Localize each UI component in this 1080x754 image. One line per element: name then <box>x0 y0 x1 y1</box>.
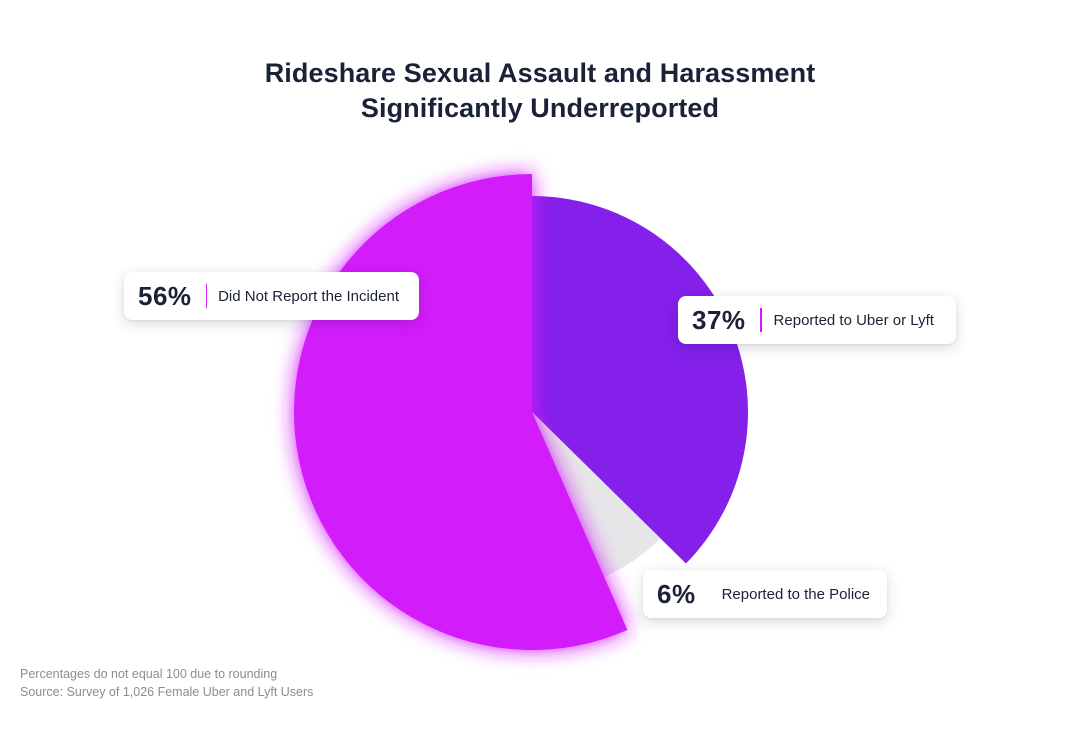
callout-percent: 6% <box>657 578 696 609</box>
chart-title: Rideshare Sexual Assault and Harassment … <box>0 56 1080 126</box>
callout-did-not-report: 56% Did Not Report the Incident <box>124 272 419 320</box>
callout-reported-to-police: 6% Reported to the Police <box>643 570 887 618</box>
callout-percent: 56% <box>138 280 192 311</box>
callout-label: Reported to Uber or Lyft <box>773 311 934 329</box>
callout-divider <box>759 308 762 332</box>
pie-slice-reported-to-police <box>532 412 661 577</box>
callout-percent: 37% <box>692 304 746 335</box>
callout-divider <box>205 284 207 308</box>
footnotes: Percentages do not equal 100 due to roun… <box>20 665 313 701</box>
footnote-source: Source: Survey of 1,026 Female Uber and … <box>20 685 314 699</box>
chart-title-line-2: Significantly Underreported <box>360 93 720 123</box>
footnote-rounding: Percentages do not equal 100 due to roun… <box>20 667 278 681</box>
callout-label: Reported to the Police <box>721 585 871 603</box>
pie-slice-reported-to-uber-or-lyft <box>532 196 748 564</box>
callout-label: Did Not Report the Incident <box>218 287 399 305</box>
chart-title-line-1: Rideshare Sexual Assault and Harassment <box>264 58 816 88</box>
callout-reported-to-uber-or-lyft: 37% Reported to Uber or Lyft <box>678 296 956 344</box>
